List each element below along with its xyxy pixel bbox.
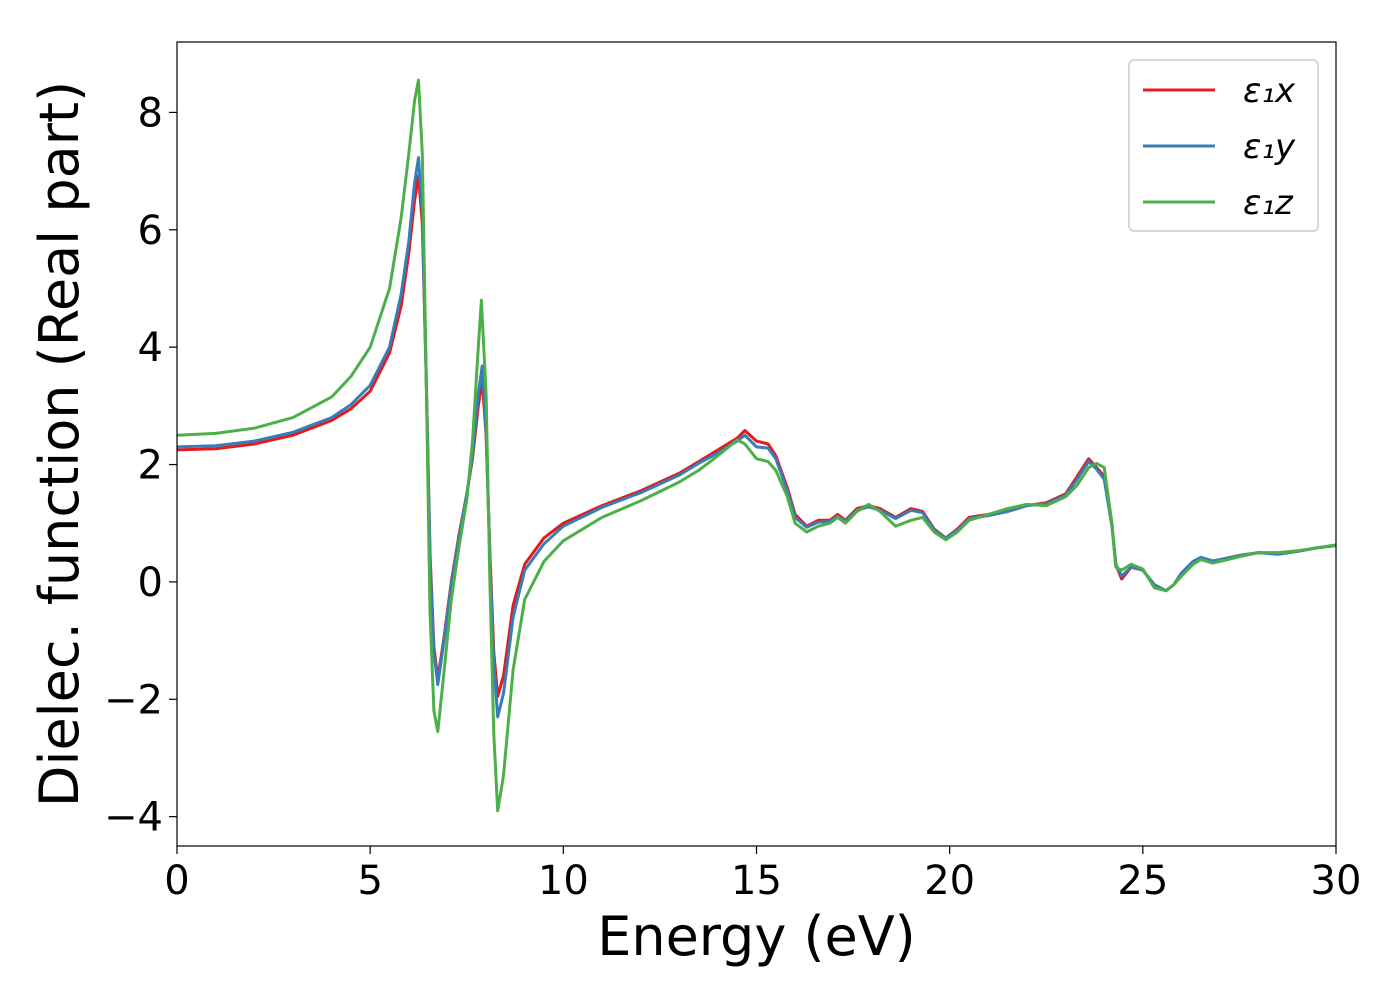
x-tick-label: 0	[164, 858, 189, 904]
y-tick-label: 4	[138, 325, 163, 371]
series-line-2	[176, 78, 1337, 813]
y-axis-ticks: −4 −2 0 2 4 6 8	[104, 90, 177, 841]
legend-label-2: ε₁z	[1243, 183, 1294, 223]
legend-box	[1128, 59, 1319, 232]
series-layer	[176, 78, 1337, 813]
y-tick-label: 8	[138, 90, 163, 136]
legend-label-1: ε₁y	[1243, 127, 1296, 167]
series-line-1	[176, 156, 1337, 719]
y-tick-label: 0	[138, 560, 163, 606]
y-tick-label: −2	[104, 677, 163, 723]
x-tick-label: 30	[1311, 858, 1362, 904]
y-tick-label: −4	[104, 795, 163, 841]
legend: ε₁x ε₁y ε₁z	[1128, 59, 1319, 232]
x-tick-label: 15	[731, 858, 782, 904]
y-tick-label: 2	[138, 443, 163, 489]
x-axis-ticks: 0 5 10 15 20 25 30	[164, 846, 1361, 904]
x-tick-label: 5	[357, 858, 382, 904]
y-axis-title: Dielec. function (Real part)	[28, 81, 91, 807]
x-tick-label: 20	[924, 858, 975, 904]
x-axis-title: Energy (eV)	[597, 905, 916, 968]
y-tick-label: 6	[138, 208, 163, 254]
x-tick-label: 25	[1117, 858, 1168, 904]
x-tick-label: 10	[538, 858, 589, 904]
legend-label-0: ε₁x	[1243, 71, 1296, 111]
